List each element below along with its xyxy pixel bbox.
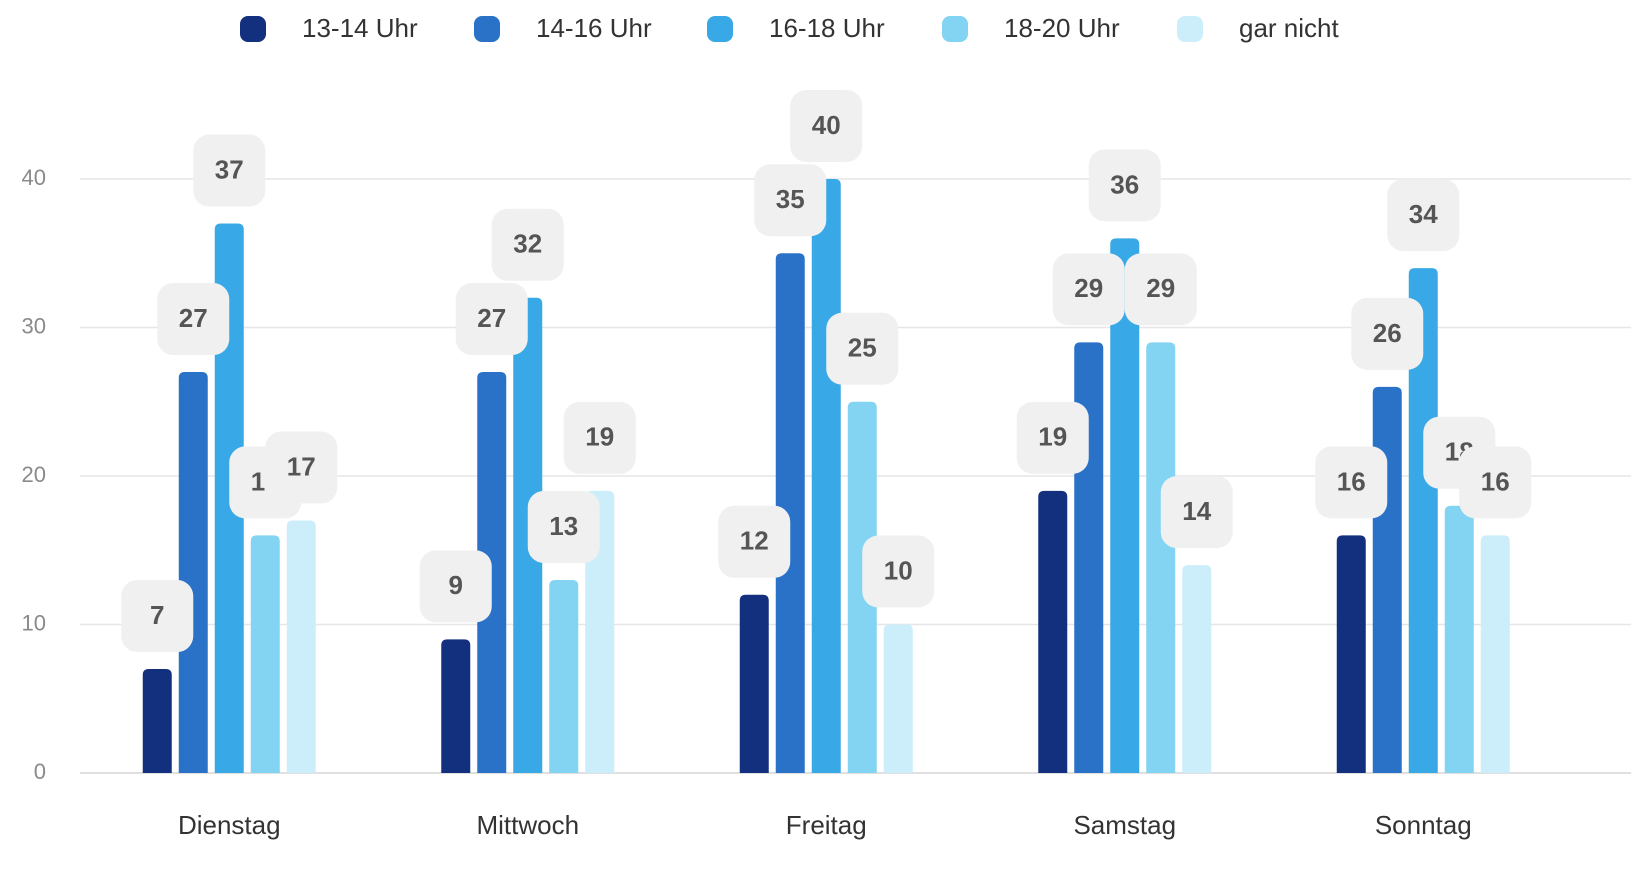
data-label: 32 — [513, 229, 542, 259]
data-label-box — [265, 431, 338, 504]
data-label: 10 — [884, 555, 913, 585]
legend-label: gar nicht — [1239, 13, 1339, 43]
data-label-box — [1160, 476, 1233, 549]
data-label: 14 — [1182, 496, 1211, 526]
bar — [1182, 565, 1212, 773]
data-label: 37 — [215, 154, 244, 184]
data-label: 17 — [287, 451, 316, 481]
legend-swatch — [707, 16, 733, 42]
bar — [585, 490, 615, 773]
bar — [1336, 535, 1366, 773]
data-label: 16 — [1337, 466, 1366, 496]
data-label-box — [527, 490, 600, 563]
bar — [739, 594, 769, 773]
data-label-box — [826, 312, 899, 385]
data-label-box — [1387, 179, 1460, 252]
data-label-box — [1351, 297, 1424, 370]
data-label: 16 — [1481, 466, 1510, 496]
bar — [1408, 268, 1438, 773]
data-label-box — [718, 505, 791, 578]
y-tick-label: 0 — [34, 759, 46, 784]
data-label-box — [121, 580, 194, 653]
data-label: 40 — [812, 110, 841, 140]
data-label: 12 — [740, 526, 769, 556]
bar — [1038, 490, 1068, 773]
x-tick-label: Sonntag — [1375, 810, 1472, 840]
legend-swatch — [1177, 16, 1203, 42]
legend-swatch — [474, 16, 500, 42]
data-label: 9 — [449, 570, 463, 600]
bar — [811, 179, 841, 773]
data-label: 27 — [477, 303, 506, 333]
data-label-box — [1088, 149, 1161, 222]
y-tick-label: 10 — [22, 610, 46, 635]
bar — [1372, 386, 1402, 773]
data-label: 26 — [1373, 318, 1402, 348]
data-label-box — [790, 90, 863, 162]
bar — [1480, 535, 1510, 773]
legend-swatch — [240, 16, 266, 42]
data-label: 29 — [1146, 273, 1175, 303]
x-tick-label: Dienstag — [178, 810, 281, 840]
data-label: 7 — [150, 600, 164, 630]
x-tick-label: Samstag — [1073, 810, 1176, 840]
data-label: 35 — [776, 184, 805, 214]
data-label: 29 — [1074, 273, 1103, 303]
bar — [883, 624, 913, 773]
data-label: 27 — [179, 303, 208, 333]
data-label-box — [1052, 253, 1125, 326]
y-tick-label: 40 — [22, 165, 46, 190]
data-label-box — [754, 164, 827, 237]
data-label: 19 — [585, 422, 614, 452]
bar — [1110, 238, 1140, 773]
legend-label: 18-20 Uhr — [1004, 13, 1120, 43]
legend-label: 14-16 Uhr — [536, 13, 652, 43]
bar — [286, 520, 316, 773]
data-label: 25 — [848, 333, 877, 363]
y-tick-label: 30 — [22, 313, 46, 338]
data-label-box — [1016, 401, 1089, 474]
x-tick-label: Freitag — [786, 810, 867, 840]
data-label-box — [455, 283, 528, 356]
data-label-box — [1459, 446, 1532, 519]
bar — [178, 372, 208, 773]
data-label-box — [193, 134, 266, 207]
data-label: 36 — [1110, 169, 1139, 199]
data-label-box — [1315, 446, 1388, 519]
bar — [775, 253, 805, 773]
data-label: 19 — [1038, 422, 1067, 452]
bar — [250, 535, 280, 773]
legend-label: 13-14 Uhr — [302, 13, 418, 43]
data-label-box — [1124, 253, 1197, 326]
bar — [1444, 505, 1474, 773]
bar — [1146, 342, 1176, 773]
y-tick-label: 20 — [22, 462, 46, 487]
data-label-box — [862, 535, 935, 608]
data-label-box — [157, 283, 230, 356]
x-tick-label: Mittwoch — [476, 810, 579, 840]
data-label-box — [491, 208, 564, 281]
bar — [142, 669, 172, 773]
data-label: 13 — [549, 511, 578, 541]
data-label-box — [563, 401, 636, 474]
bar — [549, 579, 579, 773]
bar — [441, 639, 471, 773]
legend-swatch — [942, 16, 968, 42]
data-label-box — [419, 550, 492, 623]
legend-label: 16-18 Uhr — [769, 13, 885, 43]
data-label: 34 — [1409, 199, 1438, 229]
